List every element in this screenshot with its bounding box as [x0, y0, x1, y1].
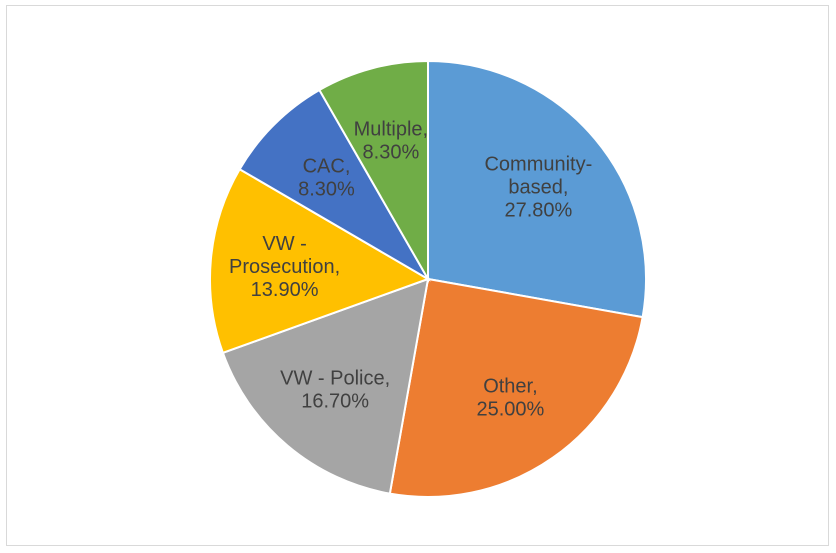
slice-label-line: based, — [508, 177, 568, 199]
slice-label-line: 27.80% — [504, 200, 572, 222]
slice-label-3: VW -Prosecution, 13.90% — [229, 233, 340, 301]
slice-label-line: Prosecution, — [229, 256, 340, 278]
slice-label-0: Community-based, 27.80% — [484, 154, 592, 222]
slice-label-1: Other, 25.00% — [477, 376, 545, 421]
slice-label-line: Community- — [484, 154, 592, 176]
slice-label-line: Multiple, — [354, 118, 428, 140]
pie-slice-1 — [388, 277, 644, 498]
pie-slice-4 — [238, 88, 431, 282]
slice-label-line: 25.00% — [477, 399, 545, 421]
slice-label-line: CAC, — [303, 155, 351, 177]
pie-slice-2 — [221, 277, 430, 495]
pie-slice-3 — [209, 167, 431, 355]
pie-slice-5 — [318, 59, 429, 283]
slice-label-5: Multiple, 8.30% — [354, 118, 428, 163]
slice-label-4: CAC, 8.30% — [298, 155, 355, 200]
slice-label-line: Other, — [483, 376, 537, 398]
pie-slice-0 — [427, 59, 647, 319]
slice-label-line: VW - — [262, 233, 306, 255]
slice-label-line: 8.30% — [298, 178, 355, 200]
slice-label-line: 8.30% — [363, 141, 420, 163]
slice-label-line: 13.90% — [251, 279, 319, 301]
slice-label-line: 16.70% — [301, 391, 369, 413]
slice-label-2: VW - Police, 16.70% — [280, 368, 390, 413]
slice-label-line: VW - Police, — [280, 368, 390, 390]
